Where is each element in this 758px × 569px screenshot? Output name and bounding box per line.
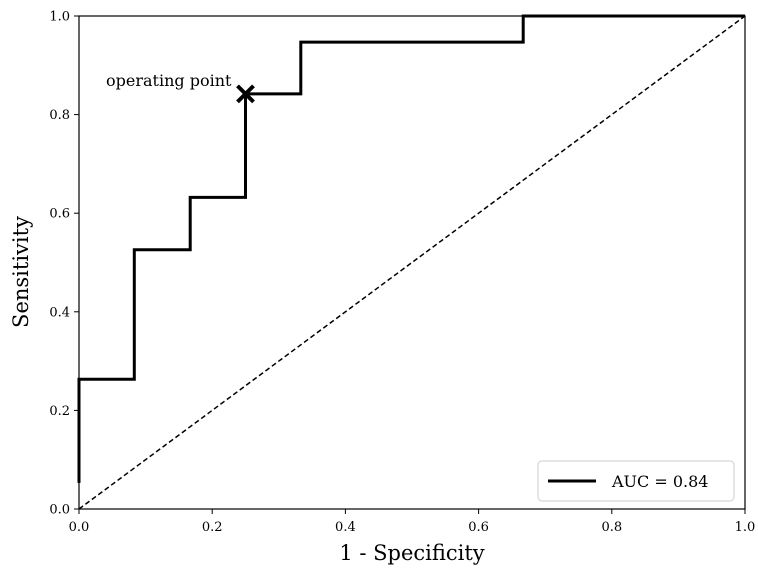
roc-curve-line <box>77 14 745 483</box>
y-axis-ticks: 0.0 0.2 0.4 0.6 0.8 1.0 <box>49 10 79 518</box>
y-tick-label: 0.4 <box>49 305 70 320</box>
legend-label: AUC = 0.84 <box>611 472 708 491</box>
x-tick-label: 0.4 <box>335 520 356 535</box>
operating-point-label: operating point <box>106 71 232 90</box>
axes-frame <box>78 15 746 510</box>
plot-area <box>77 14 746 510</box>
y-tick-label: 0.8 <box>49 108 70 123</box>
x-axis-ticks: 0.0 0.2 0.4 0.6 0.8 1.0 <box>69 509 756 535</box>
y-tick-label: 0.2 <box>49 404 70 419</box>
x-tick-label: 1.0 <box>735 520 756 535</box>
x-tick-label: 0.0 <box>69 520 90 535</box>
y-tick-label: 0.6 <box>49 207 70 222</box>
legend: AUC = 0.84 <box>537 460 735 502</box>
y-axis-title: Sensitivity <box>9 216 33 328</box>
chance-diagonal-line <box>78 15 746 510</box>
x-axis-title: 1 - Specificity <box>339 541 484 565</box>
x-tick-label: 0.2 <box>202 520 223 535</box>
x-tick-label: 0.6 <box>468 520 489 535</box>
operating-point-marker <box>236 84 255 104</box>
legend-box <box>537 460 735 502</box>
x-tick-label: 0.8 <box>601 520 622 535</box>
y-tick-label: 1.0 <box>49 10 70 25</box>
y-tick-label: 0.0 <box>49 503 70 518</box>
